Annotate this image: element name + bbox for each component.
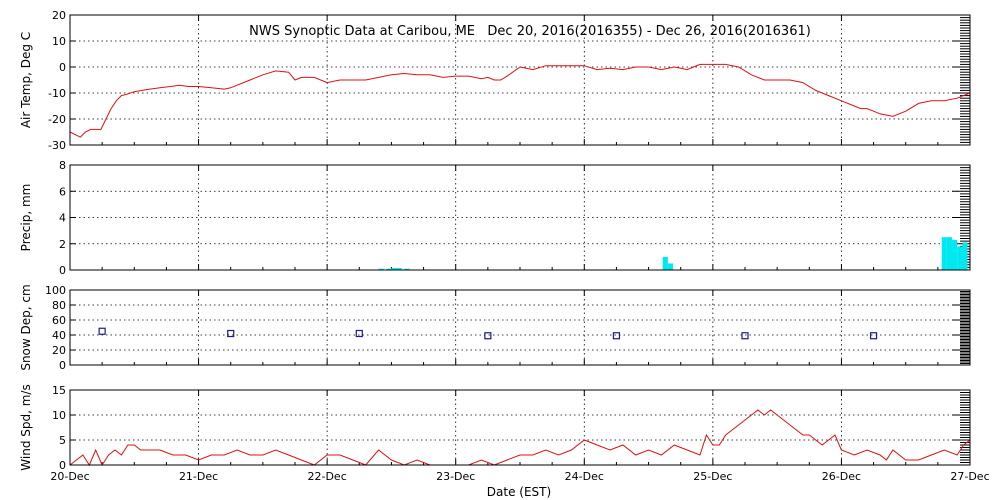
snow_depth-point xyxy=(484,332,492,340)
panel-snow_depth: 0 20 40 60 80 100 Snow Dep, cm xyxy=(19,284,971,372)
y-tick-label: 20 xyxy=(52,344,66,357)
x-tick-label: 26-Dec xyxy=(822,470,861,483)
precip-bar xyxy=(378,268,384,270)
y-axis-label: Wind Spd, m/s xyxy=(19,384,33,470)
y-tick-label: -20 xyxy=(48,113,66,126)
y-tick-label: 40 xyxy=(52,329,66,342)
snow_depth-point xyxy=(355,329,363,338)
panel-frame xyxy=(69,14,971,146)
y-axis-label: Air Temp, Deg C xyxy=(19,32,33,128)
y-tick-label: 6 xyxy=(59,185,66,198)
y-tick-label: 100 xyxy=(45,284,66,297)
panel-frame xyxy=(69,289,971,366)
y-tick-label: -10 xyxy=(48,87,66,100)
y-tick-label: -30 xyxy=(48,139,66,152)
y-tick-label: 5 xyxy=(59,434,66,447)
y-tick-label: 60 xyxy=(52,314,66,327)
snow_depth-point xyxy=(869,332,878,340)
panel-precip: 0 2 4 6 8 Precip, mm xyxy=(19,159,971,277)
precip-bar xyxy=(952,239,958,270)
chart-panels: -30 -20 -10 0 10 20 Air Temp, Deg C 0 2 4 6 8 Precip… xyxy=(19,9,971,472)
panel-wind_speed: 0 5 10 15 Wind Spd, m/s xyxy=(19,384,971,472)
x-tick-label: 27-Dec xyxy=(950,470,989,483)
y-tick-label: 0 xyxy=(59,264,66,277)
y-tick-label: 80 xyxy=(52,299,66,312)
y-tick-label: 4 xyxy=(59,212,66,225)
precip-bar xyxy=(404,268,410,270)
y-tick-label: 0 xyxy=(59,61,66,74)
panel-air_temp: -30 -20 -10 0 10 20 Air Temp, Deg C xyxy=(19,9,971,152)
wind_speed-series-line xyxy=(69,409,971,467)
y-tick-label: 10 xyxy=(52,35,66,48)
y-tick-label: 0 xyxy=(59,359,66,372)
y-tick-label: 8 xyxy=(59,159,66,172)
precip-bar xyxy=(946,237,952,270)
precip-bar xyxy=(396,268,402,270)
y-axis-label: Precip, mm xyxy=(19,184,33,252)
snow_depth-point xyxy=(227,329,235,338)
y-tick-label: 20 xyxy=(52,9,66,22)
x-tick-label: 23-Dec xyxy=(436,470,475,483)
precip-bar xyxy=(391,268,397,270)
snow_depth-point xyxy=(741,332,749,340)
air_temp-series-line xyxy=(69,63,971,138)
panel-frame xyxy=(69,164,971,271)
y-tick-label: 10 xyxy=(52,409,66,422)
snow_depth-point xyxy=(612,332,621,340)
x-axis: 20-Dec 21-Dec 22-Dec 23-Dec 24-Dec 25-Dec 26-D… xyxy=(50,470,989,483)
precip-bar xyxy=(386,268,392,270)
panel-frame xyxy=(69,389,971,466)
x-axis-label: Date (EST) xyxy=(487,485,551,499)
y-tick-label: 0 xyxy=(59,459,66,472)
snow_depth-point xyxy=(98,327,106,335)
precip-bar xyxy=(667,263,673,270)
x-tick-label: 24-Dec xyxy=(565,470,604,483)
chart-title: NWS Synoptic Data at Caribou, ME Dec 20,… xyxy=(249,24,811,39)
x-tick-label: 21-Dec xyxy=(179,470,218,483)
y-tick-label: 2 xyxy=(59,238,66,251)
y-tick-label: 15 xyxy=(52,384,66,397)
precip-bar xyxy=(941,237,947,270)
x-tick-label: 20-Dec xyxy=(50,470,89,483)
y-axis-label: Snow Dep, cm xyxy=(19,284,33,370)
precip-bar xyxy=(662,256,668,270)
x-tick-label: 25-Dec xyxy=(693,470,732,483)
x-tick-label: 22-Dec xyxy=(308,470,347,483)
precip-bar xyxy=(962,242,968,270)
precip-bar xyxy=(957,246,963,270)
